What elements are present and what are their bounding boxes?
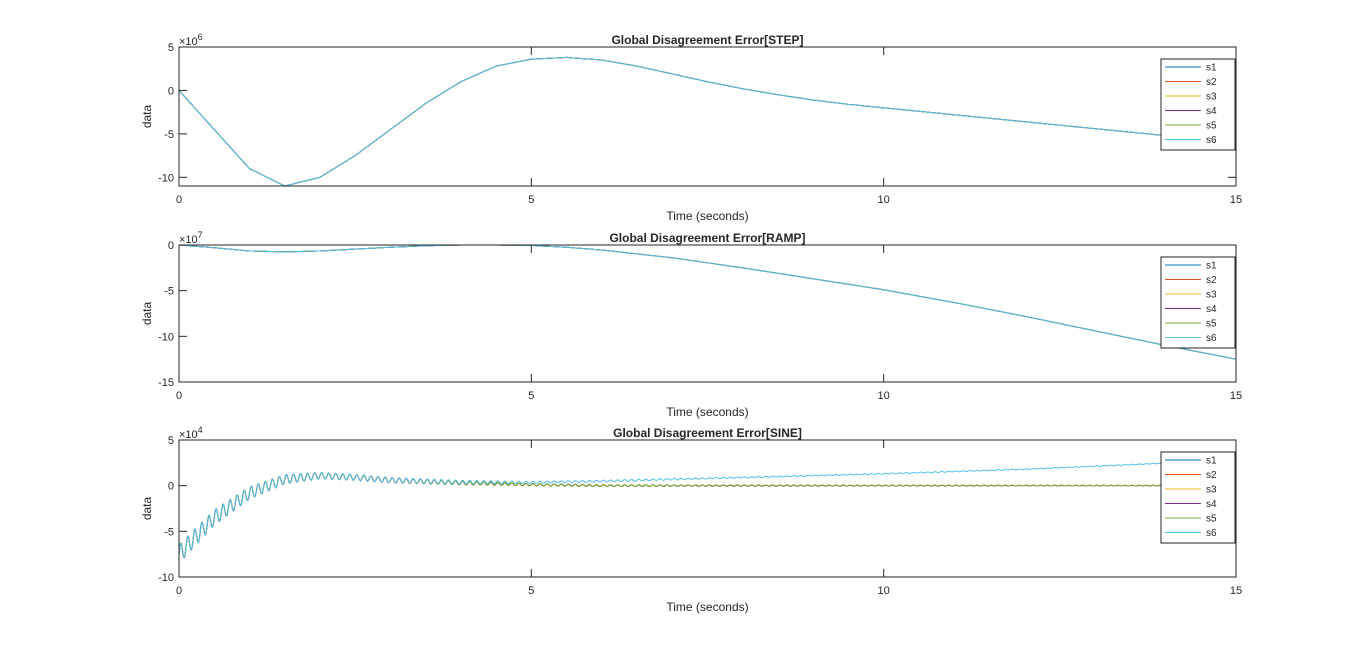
x-axis-label: Time (seconds) [666,209,748,223]
chart-title: Global Disagreement Error[SINE] [613,426,802,440]
y-tick-label: 0 [168,481,174,493]
chart-title: Global Disagreement Error[RAMP] [609,231,805,245]
x-tick-label: 0 [176,585,182,597]
y-tick-label: 0 [168,240,174,252]
plot-area [179,440,1236,577]
legend-label-s5: s5 [1206,514,1217,525]
series-group [179,245,1236,360]
legend-box [1160,58,1236,151]
legend-label-s4: s4 [1206,499,1217,510]
subplot-2: 0 5 10 15 0 -5 -10 -15 ×107 Global Disagreement E… [140,230,1242,419]
legend-label-s3: s3 [1206,92,1217,103]
legend-label-s1: s1 [1206,63,1217,74]
legend-label-s3: s3 [1206,485,1217,496]
y-exponent-label: ×106 [179,32,203,48]
legend-label-s5: s5 [1206,121,1217,132]
series-group [179,56,1236,186]
x-tick-label: 10 [878,194,890,206]
subplot-1: 0 5 10 15 5 0 -5 -10 ×106 Global Disagreement Err… [140,32,1242,223]
series-line-s6 [179,56,1236,186]
y-tick-label: -5 [164,129,174,141]
x-tick-label: 5 [528,390,534,402]
legend-label-s1: s1 [1206,456,1217,467]
series-line-s6 [179,459,1236,559]
plot-area [179,245,1236,382]
exponent-power: 6 [198,32,203,42]
exponent-base: ×10 [179,36,198,48]
y-tick-label: 5 [168,435,174,447]
legend-box [1160,451,1236,544]
y-axis-label: data [140,301,154,325]
legend-label-s6: s6 [1206,135,1217,146]
legend-box [1160,256,1236,349]
y-tick-label: 5 [168,42,174,54]
legend-label-s2: s2 [1206,77,1217,88]
axes-box [178,46,1237,187]
exponent-power: 7 [198,230,203,240]
series-line-s6 [179,245,1236,360]
legend-label-s4: s4 [1206,304,1217,315]
exponent-base: ×10 [179,429,198,441]
x-tick-label: 5 [528,194,534,206]
y-tick-label: -15 [158,377,174,389]
y-tick-label: 0 [168,85,174,97]
axes-box [178,244,1237,383]
x-tick-label: 0 [176,390,182,402]
exponent-base: ×10 [179,234,198,246]
x-tick-label: 15 [1230,585,1242,597]
subplot-3: 0 5 10 15 5 0 -5 -10 ×104 Global Disagreement Err… [140,425,1242,614]
x-axis-label: Time (seconds) [666,600,748,614]
legend-label-s2: s2 [1206,275,1217,286]
plot-area [179,47,1236,186]
x-tick-label: 10 [878,585,890,597]
y-tick-label: -10 [158,572,174,584]
y-tick-label: -10 [158,172,174,184]
x-tick-label: 5 [528,585,534,597]
legend-label-s4: s4 [1206,106,1217,117]
legend: s1 s2 s3 s4 s5 s6 [1160,256,1236,349]
x-tick-label: 15 [1230,194,1242,206]
axes-box [178,439,1237,578]
legend-label-s3: s3 [1206,290,1217,301]
legend-label-s2: s2 [1206,470,1217,481]
legend: s1 s2 s3 s4 s5 s6 [1160,58,1236,151]
y-tick-label: -5 [164,286,174,298]
y-exponent-label: ×107 [179,230,203,246]
legend-label-s1: s1 [1206,261,1217,272]
series-group [179,459,1236,559]
legend-label-s5: s5 [1206,319,1217,330]
x-tick-label: 15 [1230,390,1242,402]
x-tick-label: 10 [878,390,890,402]
y-tick-label: -5 [164,526,174,538]
legend: s1 s2 s3 s4 s5 s6 [1160,451,1236,544]
y-axis-label: data [140,104,154,128]
x-axis-label: Time (seconds) [666,405,748,419]
chart-title: Global Disagreement Error[STEP] [611,33,803,47]
legend-label-s6: s6 [1206,333,1217,344]
y-exponent-label: ×104 [179,425,203,441]
y-axis-label: data [140,496,154,520]
legend-label-s6: s6 [1206,528,1217,539]
x-tick-label: 0 [176,194,182,206]
exponent-power: 4 [198,425,203,435]
y-tick-label: -10 [158,331,174,343]
